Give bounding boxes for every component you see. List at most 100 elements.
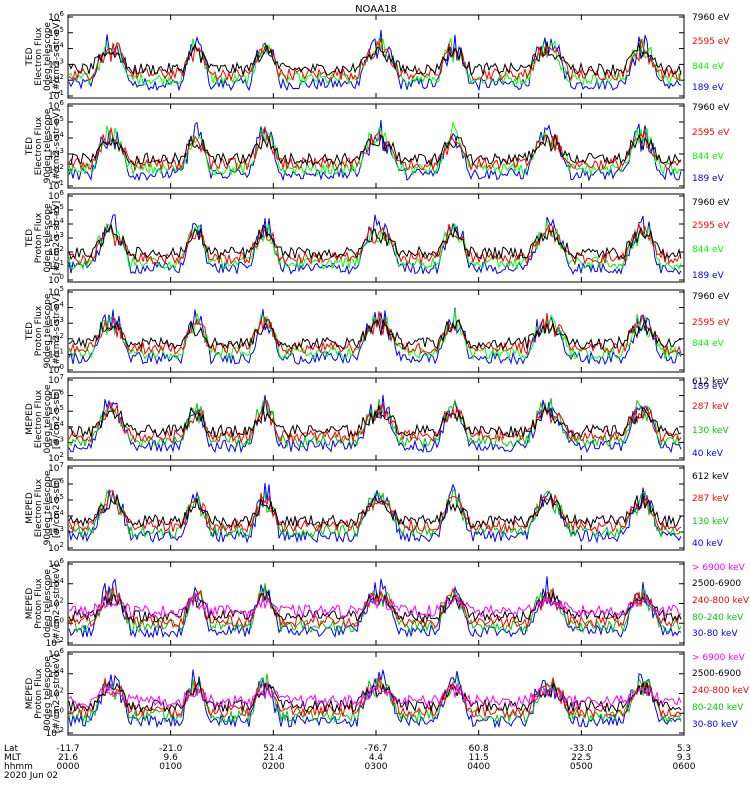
x-tick-mlt: 9.3 [677, 753, 691, 763]
x-row-label: MLT [4, 753, 22, 763]
x-tick-mlt: 9.6 [164, 753, 179, 763]
legend-entry: 2595 eV [692, 37, 730, 47]
y-axis-title: TEDProton Flux90deg telescope[#/cm2-s-st… [25, 293, 62, 368]
series-trace [68, 673, 682, 724]
legend-entry: 30-80 keV [692, 720, 738, 730]
legend-entry: 189 eV [692, 83, 725, 93]
legend-entry: 2595 eV [692, 221, 730, 231]
series-trace [68, 592, 682, 619]
x-row-label: hhmm [4, 762, 33, 772]
x-tick-hhmm: 0400 [467, 762, 490, 772]
series-trace [68, 133, 682, 167]
figure-title: NOAA18 [355, 4, 397, 15]
series-trace [68, 492, 682, 529]
panel-frame [67, 14, 685, 99]
x-tick-lat: -76.7 [364, 744, 387, 754]
legend-entry: 7960 eV [692, 13, 730, 23]
panel-frame [67, 103, 685, 189]
legend-entry: 7960 eV [692, 103, 730, 113]
legend-entry: 287 keV [692, 494, 729, 504]
legend-entry: 7960 eV [692, 198, 730, 208]
series-trace [68, 680, 682, 713]
legend-entry: > 6900 keV [692, 563, 746, 573]
legend-entry: 612 keV [692, 377, 729, 387]
legend-entry: 189 eV [692, 174, 725, 184]
x-tick-hhmm: 0100 [159, 762, 182, 772]
x-tick-mlt: 21.6 [58, 753, 78, 763]
x-tick-mlt: 21.4 [263, 753, 283, 763]
legend-entry: 2595 eV [692, 318, 730, 328]
series-trace [68, 38, 682, 82]
series-trace [68, 400, 682, 444]
legend-entry: 80-240 keV [692, 703, 744, 713]
y-axis-title: MEPEDElectron Flux90deg telescope[#/cm2-… [25, 470, 62, 545]
legend-entry: 40 keV [692, 449, 724, 459]
y-axis-title: TEDElectron Flux90deg telescope[#/cm2-s-… [25, 108, 62, 183]
series-trace [68, 683, 682, 709]
legend-entry: 844 eV [692, 245, 725, 255]
legend-entry: 7960 eV [692, 292, 730, 302]
series-trace [68, 311, 682, 356]
series-trace [68, 120, 682, 177]
series-trace [68, 125, 682, 172]
legend-entry: 2500-6900 [692, 669, 741, 679]
series-trace [68, 318, 681, 350]
y-axis-title: MEPEDProton Flux90deg telescope[#/cm2-s-… [25, 654, 62, 733]
legend-entry: 612 keV [692, 472, 729, 482]
legend-entry: 130 keV [692, 426, 729, 436]
legend-entry: 189 eV [692, 271, 725, 281]
series-trace [68, 309, 682, 361]
legend-entry: 130 keV [692, 517, 729, 527]
legend-entry: 2500-6900 [692, 579, 741, 589]
legend-entry: 287 keV [692, 402, 729, 412]
y-axis-title: MEPEDProton Flux0deg telescope[#/cm2-s-s… [25, 564, 62, 643]
series-trace [68, 404, 682, 439]
x-tick-hhmm: 0000 [57, 762, 80, 772]
x-tick-hhmm: 0300 [365, 762, 388, 772]
x-tick-lat: 52.4 [263, 744, 283, 754]
legend-entry: 30-80 keV [692, 629, 738, 639]
x-row-label: Lat [4, 744, 19, 754]
x-tick-lat: -33.0 [570, 744, 594, 754]
legend-entry: 80-240 keV [692, 613, 744, 623]
legend-entry: 844 eV [692, 152, 725, 162]
x-tick-hhmm: 0200 [262, 762, 285, 772]
legend-entry: > 6900 keV [692, 653, 746, 663]
x-tick-lat: 60.8 [469, 744, 489, 754]
series-trace [68, 41, 682, 77]
series-trace [68, 586, 682, 629]
legend-entry: 240-800 keV [692, 596, 750, 606]
legend-entry: 189 eV [692, 382, 725, 392]
y-axis-title: TEDProton Flux0deg telescope[#/cm2-s-str… [25, 201, 62, 276]
series-trace [68, 488, 682, 539]
x-tick-lat: 5.3 [677, 744, 691, 754]
series-trace [68, 490, 682, 534]
x-tick-lat: -21.0 [159, 744, 183, 754]
panel-frame [67, 377, 685, 461]
y-axis-title: TEDElectron Flux0deg telescope[#/cm2-s-s… [25, 19, 62, 94]
x-tick-mlt: 11.5 [469, 753, 489, 763]
series-trace [68, 482, 682, 544]
x-tick-hhmm: 0500 [570, 762, 593, 772]
legend-entry: 2595 eV [692, 128, 730, 138]
y-axis-title: MEPEDElectron Flux0deg telescope[#/cm2-s… [25, 384, 62, 454]
x-tick-mlt: 4.4 [369, 753, 384, 763]
legend-entry: 844 eV [692, 339, 725, 349]
legend-entry: 240-800 keV [692, 686, 750, 696]
x-tick-hhmm: 0600 [673, 762, 696, 772]
series-trace [68, 676, 682, 719]
x-tick-lat: -11.7 [56, 744, 79, 754]
date-label: 2020 Jun 02 [4, 771, 58, 781]
series-trace [68, 669, 682, 729]
